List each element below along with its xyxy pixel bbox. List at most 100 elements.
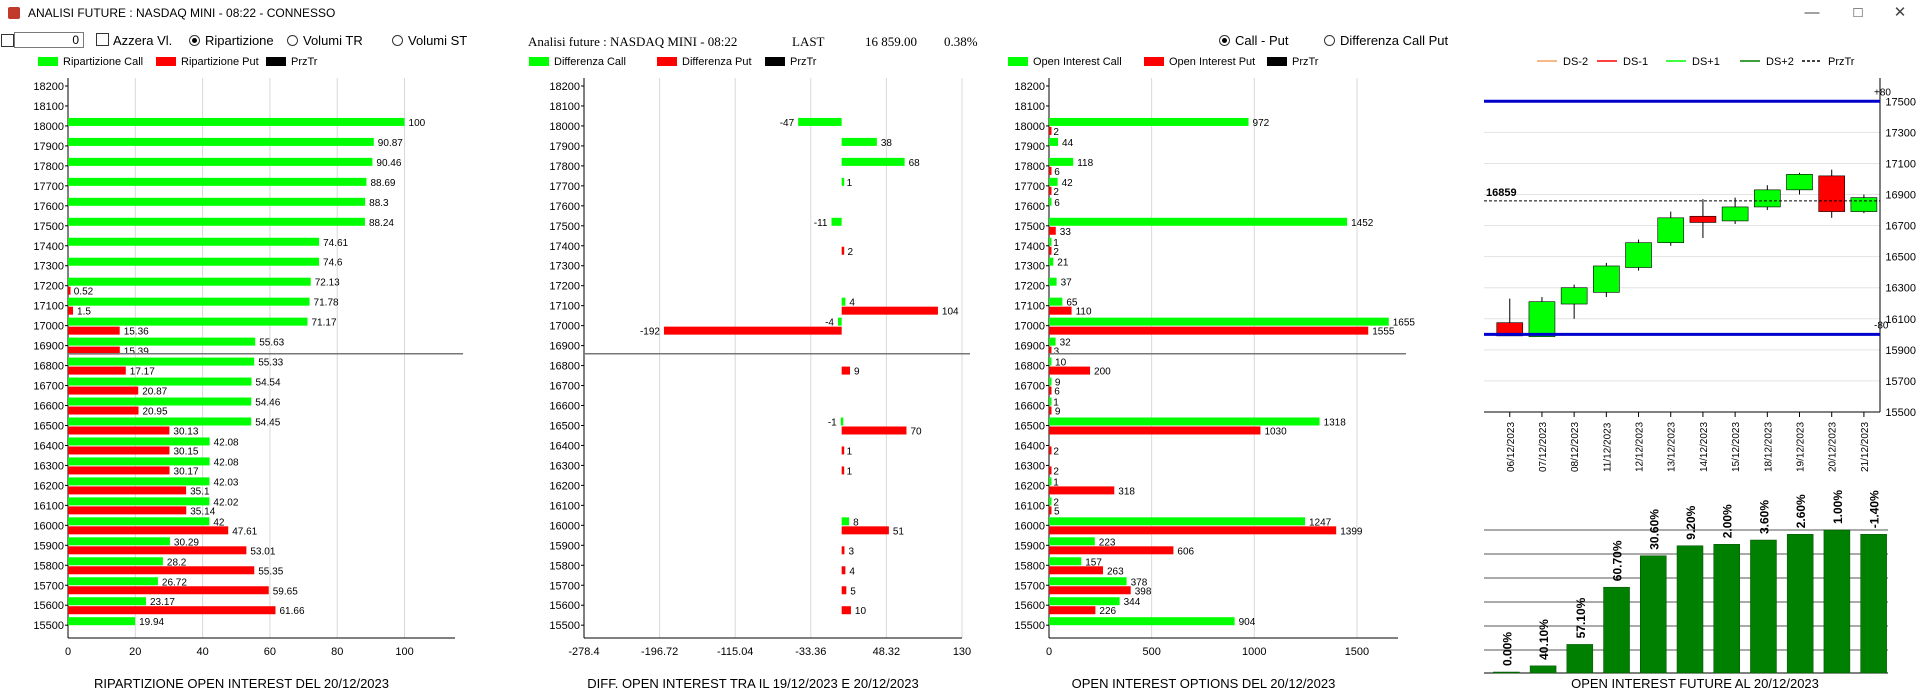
future-bar-label: 30.60% [1647, 509, 1661, 550]
bar-put [1049, 346, 1052, 355]
y-tick-label: 16800 [1014, 361, 1045, 373]
data-label: 104 [942, 307, 959, 318]
radio-diff-call-put[interactable]: Differenza Call Put [1324, 33, 1448, 48]
y-tick-label: 18100 [33, 101, 64, 113]
data-label: 54.46 [255, 398, 280, 409]
legend-label: Ripartizione Call [63, 56, 143, 68]
left-checkbox[interactable] [1, 34, 14, 47]
bar-call [68, 577, 158, 586]
bar-call [841, 177, 845, 186]
legend-label: PrzTr [1292, 56, 1319, 68]
y-tick-label: 16700 [33, 381, 64, 393]
x-tick-label: 15/12/2023 [1731, 422, 1742, 472]
app-icon [8, 7, 20, 19]
chart-title: OPEN INTEREST OPTIONS DEL 20/12/2023 [1072, 676, 1336, 691]
data-label: 15.36 [124, 327, 149, 338]
data-label: 318 [1118, 486, 1135, 497]
bar-put [1049, 426, 1261, 435]
bar-call [68, 217, 365, 226]
y-tick-label: 18000 [1014, 121, 1045, 133]
data-label: 1 [1053, 238, 1059, 249]
data-label: 344 [1124, 597, 1141, 608]
bar-call [841, 517, 850, 526]
y-tick-label: 16800 [33, 361, 64, 373]
bar-put [68, 506, 187, 515]
y-tick-label: 17600 [549, 201, 580, 213]
minimize-button[interactable]: — [1804, 4, 1820, 21]
y-tick-label: 16300 [1014, 460, 1045, 472]
bar-call [1049, 417, 1320, 426]
data-label: 1 [1053, 477, 1059, 488]
data-label: 1247 [1309, 517, 1332, 528]
bar-put [68, 306, 74, 315]
data-label: 972 [1253, 118, 1270, 129]
y-tick-label: 17500 [1885, 96, 1916, 108]
data-label: -4 [825, 318, 834, 329]
radio-call-put[interactable]: Call - Put [1219, 33, 1288, 48]
y-tick-label: 16200 [33, 480, 64, 492]
close-button[interactable]: ✕ [1893, 4, 1907, 21]
data-label: 9 [1055, 407, 1061, 418]
last-change: 0.38% [944, 34, 978, 49]
y-tick-label: 17300 [549, 261, 580, 273]
bar-put [841, 306, 938, 315]
bar-put [841, 246, 845, 255]
legend-label: DS-1 [1623, 56, 1648, 68]
candle-body [1850, 197, 1878, 212]
data-label: 20.95 [143, 407, 168, 418]
data-label: 30.17 [174, 466, 199, 477]
radio-ripartizione[interactable]: Ripartizione [189, 33, 274, 48]
y-tick-label: 15600 [549, 600, 580, 612]
future-bar [1676, 545, 1704, 674]
y-tick-label: 18200 [549, 81, 580, 93]
radio-volumi-tr[interactable]: Volumi TR [287, 33, 363, 48]
x-tick-label: -196.72 [641, 646, 678, 658]
bar-call [840, 417, 844, 426]
bar-put [68, 486, 187, 495]
future-bar-label: 57.10% [1574, 597, 1588, 638]
toolbar: 0 Azzera Vl. Ripartizione Volumi TR Volu… [0, 30, 1920, 54]
bar-call [1049, 257, 1054, 266]
data-label: 74.6 [323, 258, 343, 269]
data-label: 19.94 [139, 617, 164, 628]
future-bar-label: 3.60% [1757, 500, 1771, 534]
future-bar [1529, 665, 1557, 674]
data-label: 10 [855, 606, 867, 617]
data-label: 55.63 [259, 338, 284, 349]
x-tick-label: 0 [1046, 646, 1052, 658]
data-label: 53.01 [250, 546, 275, 557]
data-label: 3 [1054, 347, 1060, 358]
data-label: 4 [849, 298, 855, 309]
legend-swatch [1267, 57, 1287, 66]
x-tick-label: 48.32 [873, 646, 901, 658]
y-tick-label: 16300 [549, 460, 580, 472]
bar-call [1049, 597, 1120, 606]
value-input[interactable]: 0 [14, 32, 84, 48]
y-tick-label: 16400 [1014, 440, 1045, 452]
data-label: 2 [1053, 466, 1059, 477]
price-level-label: 16859 [1486, 187, 1517, 199]
legend-swatch [657, 57, 677, 66]
y-tick-label: 15900 [1014, 540, 1045, 552]
radio-volumi-st[interactable]: Volumi ST [392, 33, 467, 48]
azzera-checkbox[interactable]: Azzera Vl. [96, 33, 172, 48]
data-label: 398 [1135, 586, 1152, 597]
y-tick-label: 16900 [1885, 190, 1916, 202]
bar-call [68, 297, 310, 306]
data-label: 5 [1054, 506, 1060, 517]
bar-put [1049, 546, 1174, 555]
bar-call [68, 597, 146, 606]
y-tick-label: 17900 [549, 141, 580, 153]
data-label: 55.33 [258, 358, 283, 369]
y-tick-label: 16500 [1885, 252, 1916, 264]
y-tick-label: 16000 [549, 520, 580, 532]
data-label: 1452 [1351, 218, 1374, 229]
y-tick-label: 15700 [1014, 580, 1045, 592]
y-tick-label: 17700 [549, 181, 580, 193]
maximize-button[interactable]: □ [1853, 4, 1863, 21]
bar-put [1049, 126, 1052, 135]
y-tick-label: 17200 [1014, 281, 1045, 293]
x-tick-label: 14/12/2023 [1699, 422, 1710, 472]
bar-call [68, 417, 252, 426]
